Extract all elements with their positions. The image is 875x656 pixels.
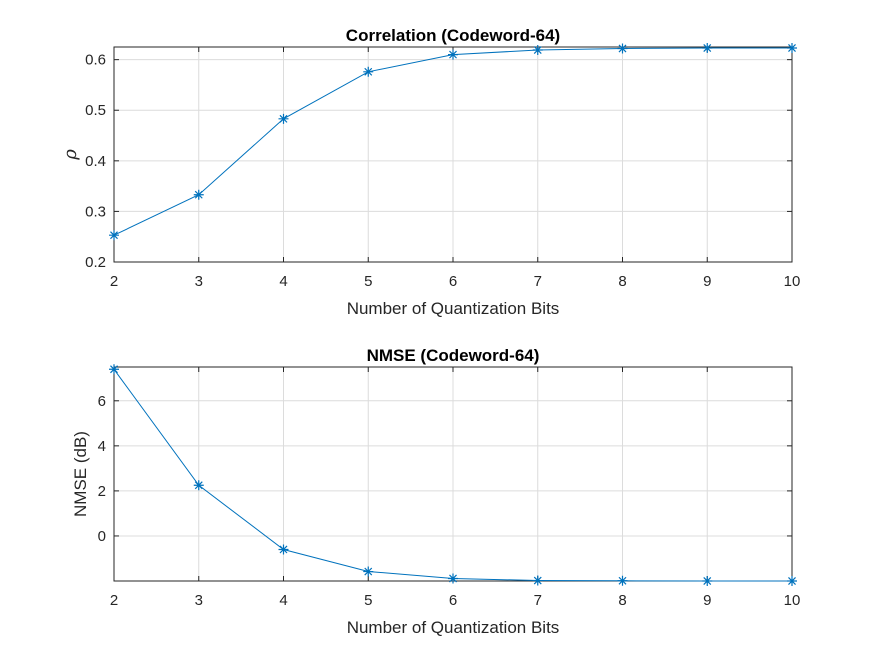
top-chart-title: Correlation (Codeword-64) — [346, 26, 560, 45]
top-data-point — [532, 45, 543, 56]
bottom-data-point — [702, 576, 713, 586]
top-x-tick-label: 8 — [618, 273, 626, 290]
bottom-y-tick-label: 6 — [98, 393, 106, 410]
top-data-point — [787, 43, 797, 54]
bottom-x-tick-label: 6 — [449, 592, 457, 609]
bottom-x-tick-label: 2 — [110, 592, 118, 609]
bottom-data-point — [787, 576, 797, 586]
bottom-chart: 2 3 4 5 6 7 8 9 10 0 2 4 6 NMSE (Codeword-64) Number o… — [71, 346, 800, 637]
bottom-y-tick-label: 4 — [98, 438, 106, 455]
top-x-tick-label: 4 — [279, 273, 287, 290]
bottom-y-axis-label: NMSE (dB) — [71, 431, 90, 517]
bottom-x-tick-label: 5 — [364, 592, 372, 609]
bottom-data-point — [617, 575, 628, 586]
top-y-tick-label: 0.2 — [85, 254, 106, 271]
bottom-x-tick-label: 4 — [279, 592, 287, 609]
top-data-point — [109, 230, 119, 241]
top-x-tick-label: 6 — [449, 273, 457, 290]
bottom-data-point — [109, 364, 119, 375]
bottom-x-tick-label: 8 — [618, 592, 626, 609]
top-data-point — [702, 43, 713, 54]
bottom-data-point — [363, 566, 374, 577]
bottom-data-point — [448, 573, 458, 584]
bottom-x-tick-label: 3 — [195, 592, 203, 609]
bottom-x-tick-label: 7 — [534, 592, 542, 609]
top-data-point — [363, 66, 374, 77]
bottom-y-tick-label: 2 — [98, 483, 106, 500]
top-x-tick-label: 2 — [110, 273, 118, 290]
top-data-point — [617, 43, 628, 54]
bottom-x-tick-label: 9 — [703, 592, 711, 609]
bottom-data-point — [193, 480, 204, 491]
top-data-point — [448, 49, 458, 60]
top-x-axis-label: Number of Quantization Bits — [347, 299, 560, 318]
top-data-point — [193, 189, 204, 200]
bottom-chart-title: NMSE (Codeword-64) — [367, 346, 540, 365]
top-y-tick-label: 0.3 — [85, 203, 106, 220]
top-y-axis-label: ρ — [60, 149, 81, 161]
bottom-x-axis-label: Number of Quantization Bits — [347, 618, 560, 637]
top-data-point — [278, 113, 289, 124]
top-x-tick-label: 9 — [703, 273, 711, 290]
bottom-x-tick-label: 10 — [784, 592, 801, 609]
top-y-tick-label: 0.4 — [85, 153, 106, 170]
bottom-data-point — [278, 544, 289, 555]
bottom-y-tick-label: 0 — [98, 528, 106, 545]
top-x-tick-label: 5 — [364, 273, 372, 290]
top-x-tick-label: 3 — [195, 273, 203, 290]
top-y-tick-label: 0.5 — [85, 102, 106, 119]
top-y-tick-label: 0.6 — [85, 52, 106, 69]
top-chart: 2 3 4 5 6 7 8 9 10 0.2 0.3 0.4 0.5 0.6 Correlation (Co… — [60, 26, 800, 318]
top-x-tick-label: 7 — [534, 273, 542, 290]
bottom-data-point — [532, 575, 543, 586]
top-x-tick-label: 10 — [784, 273, 801, 290]
